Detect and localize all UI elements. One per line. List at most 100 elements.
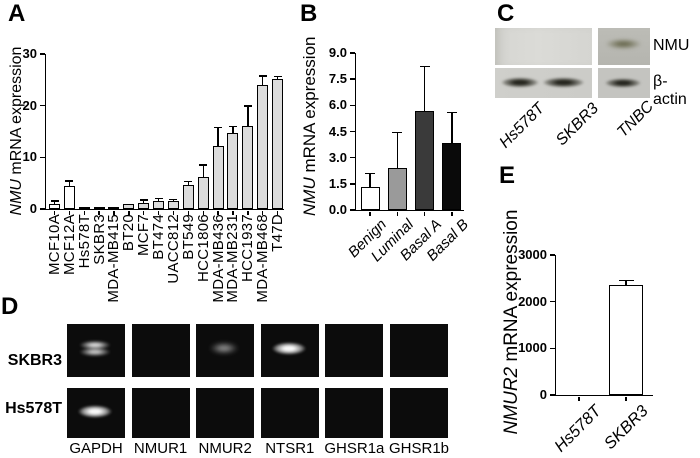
panel-e-y-axis-label: NMUR2 mRNA expression xyxy=(501,207,522,437)
y-tick xyxy=(349,183,355,185)
error-bar-cap xyxy=(618,279,634,282)
error-bar-line xyxy=(68,181,71,187)
panel-d-letter: D xyxy=(1,293,19,320)
error-bar-cap xyxy=(365,172,375,175)
actin-band-tnbc xyxy=(600,77,646,89)
y-tick-label: 1.5 xyxy=(328,175,347,191)
error-bar-line xyxy=(247,106,249,126)
x-tick xyxy=(578,396,580,401)
bar-SKBR3 xyxy=(609,285,643,395)
error-bar-cap xyxy=(446,111,457,114)
bar-Basal B xyxy=(442,142,462,210)
y-tick-label: 1000 xyxy=(518,340,547,356)
nmu-band-tnbc xyxy=(600,37,647,51)
blot-target-label-nmu: NMU xyxy=(653,37,690,54)
bar-Hs578T xyxy=(78,207,90,209)
y-tick xyxy=(549,300,555,303)
gel-box-SKBR3-NTSR1 xyxy=(260,324,319,377)
western-blot-nmu-tnbc-image xyxy=(598,28,650,65)
error-bar-cap xyxy=(169,198,178,200)
gel-lane-label-GAPDH: GAPDH xyxy=(69,440,123,457)
panel-e-plot-area: 0 1000 2000 3000 Hs578T SKBR3 xyxy=(518,248,653,456)
x-tick xyxy=(276,210,279,215)
gel-box-SKBR3-GHSR1a xyxy=(325,324,384,377)
y-tick-label: 3000 xyxy=(518,247,547,262)
gel-lane-label-NMUR2: NMUR2 xyxy=(198,440,252,457)
bar-Benign xyxy=(360,187,380,210)
x-tick xyxy=(172,210,175,215)
y-tick-label: 30 xyxy=(22,46,37,61)
x-tick xyxy=(187,210,190,215)
y-tick xyxy=(349,156,355,159)
x-tick xyxy=(143,210,145,215)
gel-box-Hs578T-NMUR2 xyxy=(196,388,255,438)
x-tick xyxy=(157,210,160,215)
y-tick xyxy=(549,254,555,256)
panel-a-letter: A xyxy=(8,0,26,27)
bar-MDA-MB415 xyxy=(108,207,120,209)
panel-a-plot-area: 0 10 20 30 MCF10A MCF12A Hs578T SKBR3 MDA-MB415 B… xyxy=(23,47,287,303)
bar-BT474 xyxy=(153,201,165,209)
y-tick xyxy=(549,347,555,350)
x-tick xyxy=(217,210,219,215)
x-tick xyxy=(232,210,234,215)
error-bar-cap xyxy=(214,127,223,129)
error-bar-line xyxy=(396,133,398,169)
panel-a-y-axis-label: NMU mRNA expression xyxy=(7,46,27,216)
gel-box-Hs578T-NMUR1 xyxy=(131,388,190,438)
gel-lane-label-GHSR1b: GHSR1b xyxy=(388,440,450,457)
bar-MDA-MB468 xyxy=(257,85,269,209)
bar-BT549 xyxy=(182,185,194,209)
bar-SKBR3 xyxy=(93,207,105,209)
western-blot-actin-left-image xyxy=(495,68,592,98)
gel-box-SKBR3-NMUR2 xyxy=(196,324,255,377)
gel-band xyxy=(265,340,312,357)
error-bar-cap xyxy=(243,105,252,107)
actin-band-hs578t xyxy=(496,76,544,89)
gel-box-SKBR3-NMUR1 xyxy=(131,324,190,377)
x-category-label: T47D xyxy=(269,214,287,252)
x-tick xyxy=(113,210,115,215)
bar-HCC1806 xyxy=(197,177,209,209)
bar-MCF10A xyxy=(49,203,60,209)
gel-band xyxy=(72,402,118,420)
bar-BT20 xyxy=(123,204,135,209)
gel-lane-label-NMUR1: NMUR1 xyxy=(133,440,188,457)
y-tick xyxy=(39,104,45,107)
y-tick xyxy=(39,208,45,210)
x-tick xyxy=(247,210,249,215)
y-tick-label: 2000 xyxy=(518,293,547,309)
gel-row-label-hs578t: Hs578T xyxy=(5,400,62,417)
error-bar-cap xyxy=(154,198,163,200)
gel-box-Hs578T-GHSR1a xyxy=(325,388,384,438)
error-bar-line xyxy=(157,199,160,202)
error-bar-line xyxy=(143,200,145,204)
error-bar-line xyxy=(369,174,371,188)
y-tick xyxy=(349,130,355,133)
gel-box-Hs578T-NTSR1 xyxy=(260,388,319,438)
x-tick xyxy=(83,210,85,215)
bar-HCC1937 xyxy=(242,125,254,209)
y-tick-label: 6.0 xyxy=(328,97,347,113)
gel-lane-label-NTSR1: NTSR1 xyxy=(265,440,315,457)
bar-MCF7 xyxy=(138,203,150,209)
x-tick xyxy=(396,211,398,216)
y-tick-label: 20 xyxy=(22,97,37,113)
y-tick-label: 4.5 xyxy=(328,123,347,139)
error-bar-line xyxy=(423,66,426,111)
error-bar-line xyxy=(202,165,204,178)
x-tick xyxy=(451,211,453,216)
y-tick xyxy=(349,104,355,107)
x-tick xyxy=(68,210,71,215)
x-tick xyxy=(261,210,264,215)
y-tick-label: 7.5 xyxy=(328,71,347,87)
y-tick-label: 3.0 xyxy=(328,149,347,165)
error-bar-cap xyxy=(273,75,282,78)
bar-MCF12A xyxy=(63,186,75,209)
error-bar-cap xyxy=(228,125,237,128)
error-bar-cap xyxy=(184,180,193,183)
gel-box-SKBR3-GHSR1b xyxy=(390,324,448,377)
error-bar-line xyxy=(451,113,453,143)
x-tick xyxy=(202,210,204,215)
